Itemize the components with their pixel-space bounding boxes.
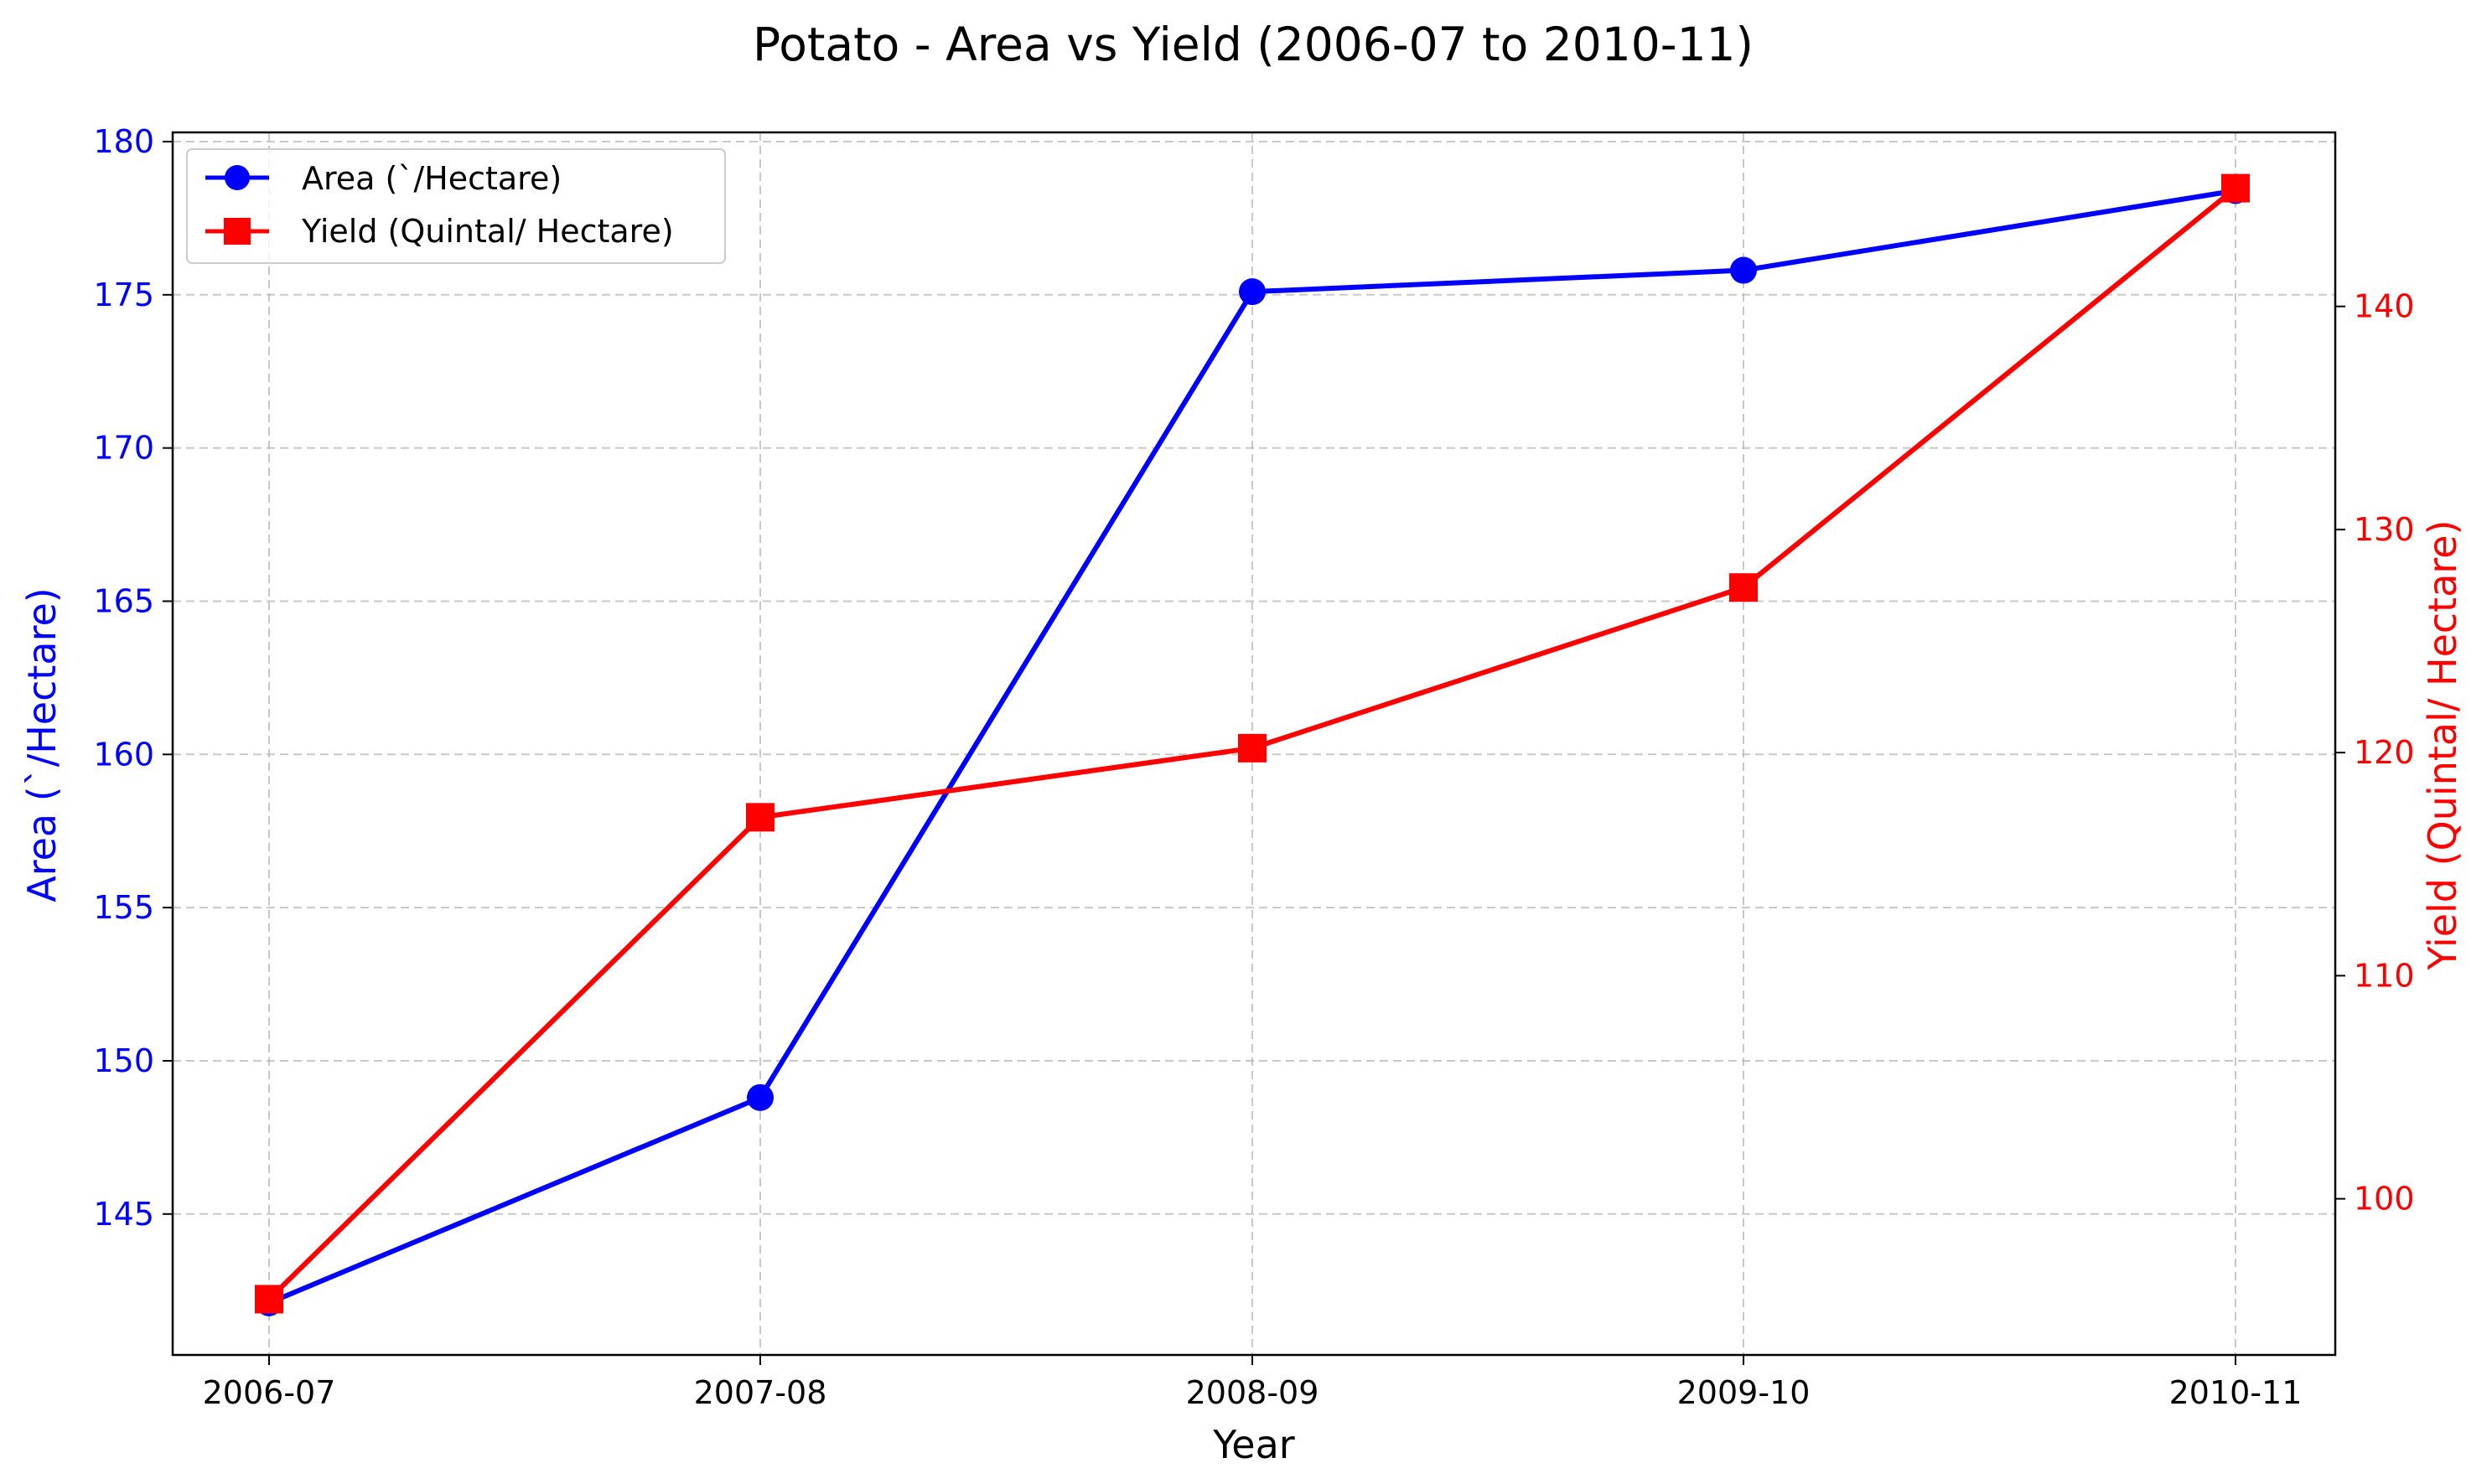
yield-data-point bbox=[255, 1285, 283, 1314]
right-y-tick-label: 140 bbox=[2354, 288, 2415, 325]
legend-marker-yield bbox=[224, 218, 251, 245]
left-y-tick-label: 155 bbox=[93, 889, 154, 926]
left-y-tick-label: 180 bbox=[93, 123, 154, 160]
axis-layer: 2006-07 2007-08 2008-09 2009-10 2010-11 145 15… bbox=[93, 123, 2414, 1411]
yield-data-point bbox=[1729, 573, 1758, 602]
yield-data-point bbox=[746, 803, 775, 832]
right-y-tick-label: 130 bbox=[2354, 511, 2415, 548]
right-y-tick-label: 100 bbox=[2354, 1181, 2415, 1218]
area-data-point bbox=[1730, 256, 1757, 284]
yield-data-point bbox=[1238, 733, 1267, 763]
left-y-tick-label: 145 bbox=[93, 1196, 154, 1233]
series-layer bbox=[255, 173, 2250, 1316]
x-tick-label: 2008-09 bbox=[1186, 1374, 1319, 1411]
area-data-point bbox=[1239, 278, 1266, 306]
legend-marker-area bbox=[225, 165, 250, 190]
right-axis-label: Yield (Quintal/ Hectare) bbox=[2420, 520, 2465, 970]
legend-label-yield: Yield (Quintal/ Hectare) bbox=[301, 213, 674, 250]
right-y-tick-label: 120 bbox=[2354, 734, 2415, 771]
x-tick-label: 2006-07 bbox=[203, 1374, 336, 1411]
left-axis-label: Area (`/Hectare) bbox=[19, 587, 65, 902]
chart-title: Potato - Area vs Yield (2006-07 to 2010-… bbox=[753, 18, 1754, 71]
left-y-tick-label: 170 bbox=[93, 430, 154, 467]
x-axis-label: Year bbox=[1212, 1422, 1294, 1467]
legend: Area (`/Hectare) Yield (Quintal/ Hectare… bbox=[186, 148, 726, 264]
left-y-tick-label: 150 bbox=[93, 1042, 154, 1079]
plot-frame bbox=[171, 131, 2337, 1357]
x-tick-label: 2009-10 bbox=[1677, 1374, 1811, 1411]
right-y-tick-label: 110 bbox=[2354, 957, 2415, 994]
x-tick-label: 2010-11 bbox=[2169, 1374, 2303, 1411]
left-y-tick-label: 160 bbox=[93, 736, 154, 773]
left-y-tick-label: 175 bbox=[93, 277, 154, 313]
x-tick-label: 2007-08 bbox=[694, 1374, 827, 1411]
legend-box bbox=[186, 148, 726, 264]
legend-label-area: Area (`/Hectare) bbox=[302, 160, 562, 197]
yield-data-point bbox=[2221, 173, 2250, 203]
left-y-tick-label: 165 bbox=[93, 582, 154, 619]
area-data-point bbox=[747, 1083, 774, 1111]
